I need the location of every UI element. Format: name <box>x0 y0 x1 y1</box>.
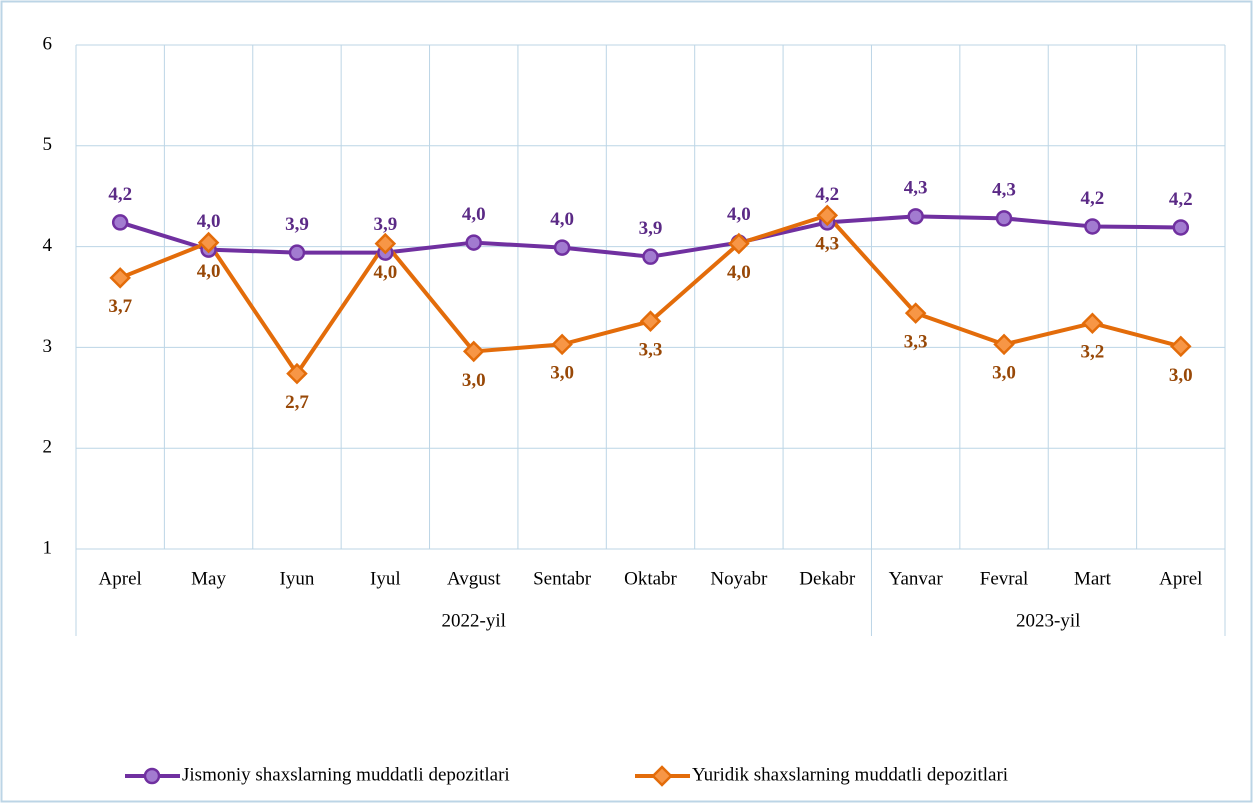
value-label: 3,9 <box>639 218 663 239</box>
point <box>286 362 308 385</box>
x-tick-label: Noyabr <box>710 568 768 589</box>
x-tick-label: May <box>191 568 226 589</box>
value-label: 4,0 <box>727 262 751 283</box>
point <box>639 310 662 332</box>
point <box>642 248 659 265</box>
value-label: 2,7 <box>285 392 309 413</box>
value-label: 3,9 <box>285 214 309 235</box>
x-tick-label: Iyun <box>280 568 315 589</box>
value-label: 4,0 <box>197 211 221 232</box>
legend-marker <box>143 767 161 785</box>
value-label: 3,0 <box>1169 365 1193 386</box>
point <box>1172 219 1190 236</box>
point <box>462 340 485 363</box>
point <box>728 232 750 255</box>
x-tick-label: Sentabr <box>533 568 592 589</box>
value-label: 4,2 <box>1081 188 1105 209</box>
y-tick-label: 6 <box>43 33 53 54</box>
x-tick-label: Yanvar <box>889 568 944 589</box>
value-label: 3,0 <box>462 370 486 391</box>
y-tick-label: 5 <box>43 134 53 155</box>
value-label: 4,0 <box>550 209 574 230</box>
point <box>1084 218 1101 235</box>
legend-label: Yuridik shaxslarning muddatli depozitlar… <box>692 764 1008 785</box>
y-tick-label: 2 <box>43 437 53 458</box>
legend-marker <box>651 765 673 787</box>
value-label: 3,7 <box>108 296 132 317</box>
value-label: 4,3 <box>992 180 1016 201</box>
x-tick-label: Dekabr <box>799 568 856 589</box>
value-label: 3,3 <box>904 331 928 352</box>
group-label: 2023-yil <box>1016 610 1080 631</box>
x-tick-label: Mart <box>1074 568 1112 589</box>
y-tick-label: 3 <box>43 336 53 357</box>
y-tick-label: 4 <box>43 235 53 256</box>
point <box>907 208 924 225</box>
point <box>197 231 220 254</box>
value-label: 4,3 <box>815 234 839 255</box>
x-tick-label: Fevral <box>980 568 1029 589</box>
value-label: 4,0 <box>197 261 221 282</box>
x-tick-label: Oktabr <box>624 568 677 589</box>
point <box>904 302 927 324</box>
point <box>551 333 573 356</box>
value-label: 3,9 <box>373 214 397 235</box>
point <box>553 239 571 256</box>
point <box>816 204 839 227</box>
point <box>374 232 397 255</box>
point <box>993 333 1015 356</box>
value-label: 3,0 <box>550 363 574 384</box>
value-label: 4,0 <box>462 204 486 225</box>
point <box>288 244 306 261</box>
value-label: 3,0 <box>992 363 1016 384</box>
group-label: 2022-yil <box>442 610 506 631</box>
value-label: 4,2 <box>108 184 132 205</box>
x-tick-label: Aprel <box>99 568 142 589</box>
point <box>109 267 131 289</box>
y-tick-label: 1 <box>43 537 53 558</box>
legend-label: Jismoniy shaxslarning muddatli depozitla… <box>182 764 510 785</box>
value-label: 3,2 <box>1081 342 1105 363</box>
x-tick-label: Aprel <box>1159 568 1202 589</box>
point <box>1170 335 1192 358</box>
value-label: 4,2 <box>815 184 839 205</box>
point <box>1081 312 1104 334</box>
x-tick-label: Iyul <box>370 568 401 589</box>
value-label: 4,2 <box>1169 189 1193 210</box>
point <box>995 210 1013 227</box>
x-tick-label: Avgust <box>447 568 501 589</box>
value-label: 4,0 <box>727 204 751 225</box>
value-label: 3,3 <box>639 340 663 361</box>
value-label: 4,3 <box>904 178 928 199</box>
point <box>465 234 482 251</box>
point <box>111 214 129 231</box>
value-label: 4,0 <box>373 262 397 283</box>
